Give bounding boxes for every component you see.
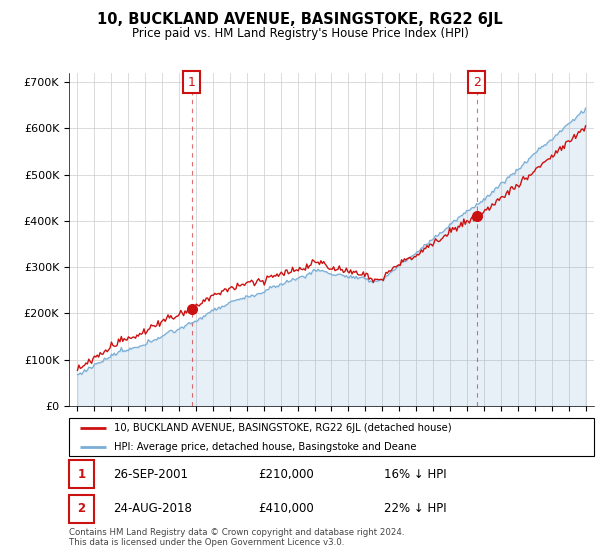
Text: 24-AUG-2018: 24-AUG-2018 — [113, 502, 193, 515]
Text: HPI: Average price, detached house, Basingstoke and Deane: HPI: Average price, detached house, Basi… — [113, 442, 416, 452]
Text: 10, BUCKLAND AVENUE, BASINGSTOKE, RG22 6JL: 10, BUCKLAND AVENUE, BASINGSTOKE, RG22 6… — [97, 12, 503, 27]
Text: 26-SEP-2001: 26-SEP-2001 — [113, 468, 188, 480]
Text: Price paid vs. HM Land Registry's House Price Index (HPI): Price paid vs. HM Land Registry's House … — [131, 27, 469, 40]
Text: £410,000: £410,000 — [258, 502, 314, 515]
Text: 16% ↓ HPI: 16% ↓ HPI — [384, 468, 446, 480]
Text: 2: 2 — [77, 502, 86, 515]
Text: 22% ↓ HPI: 22% ↓ HPI — [384, 502, 446, 515]
Bar — [69, 494, 94, 523]
Text: 10, BUCKLAND AVENUE, BASINGSTOKE, RG22 6JL (detached house): 10, BUCKLAND AVENUE, BASINGSTOKE, RG22 6… — [113, 423, 451, 433]
Text: 2: 2 — [473, 76, 481, 88]
Text: 1: 1 — [188, 76, 196, 88]
Text: 1: 1 — [77, 468, 86, 480]
Text: Contains HM Land Registry data © Crown copyright and database right 2024.
This d: Contains HM Land Registry data © Crown c… — [69, 528, 404, 547]
Bar — [69, 460, 94, 488]
Text: £210,000: £210,000 — [258, 468, 314, 480]
